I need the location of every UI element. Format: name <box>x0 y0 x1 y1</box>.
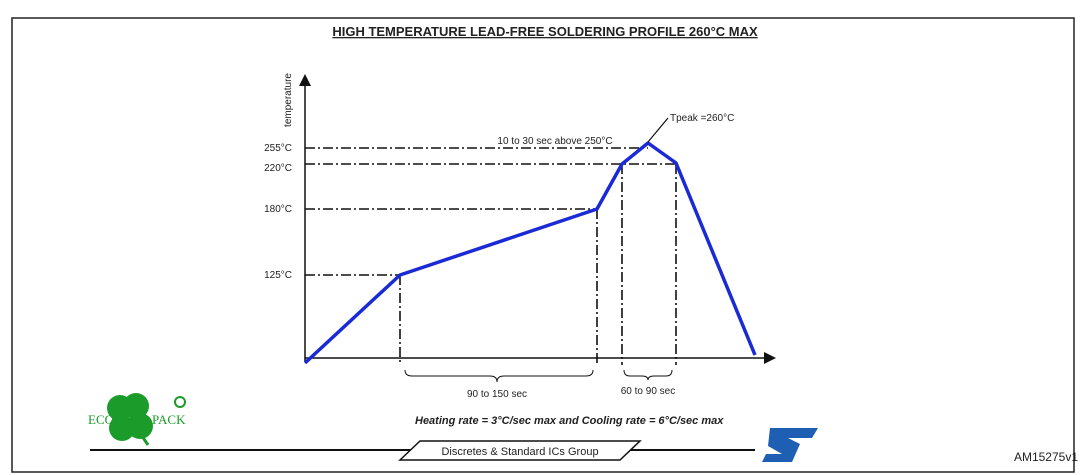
brace <box>624 370 672 380</box>
temp-label: 220°C <box>264 163 292 174</box>
annotation: 10 to 30 sec above 250°C <box>497 136 612 147</box>
temp-label: 255°C <box>264 143 292 154</box>
temp-label: 180°C <box>264 204 292 215</box>
logo-text: ECO <box>88 412 114 427</box>
group: Discretes & Standard ICs Group <box>441 446 598 458</box>
annotation: 90 to 150 sec <box>467 389 527 400</box>
annotation: 60 to 90 sec <box>621 386 675 397</box>
annotation: Tpeak =260°C <box>670 113 734 124</box>
title: HIGH TEMPERATURE LEAD-FREE SOLDERING PRO… <box>332 24 758 39</box>
rates: Heating rate = 3°C/sec max and Cooling r… <box>415 415 724 427</box>
logo-text: PACK <box>152 412 186 427</box>
frame <box>12 18 1074 472</box>
page: HIGH TEMPERATURE LEAD-FREE SOLDERING PRO… <box>0 0 1082 475</box>
temp-label: 125°C <box>264 270 292 281</box>
y-axis-label: temperature <box>283 73 294 127</box>
ecopack-logo: ECO PACK <box>88 393 186 445</box>
figure-code: AM15275v1 <box>1014 450 1078 464</box>
peak-pointer <box>648 118 668 142</box>
st-logo <box>762 428 818 462</box>
guides <box>305 148 676 365</box>
brace <box>405 370 593 382</box>
profile-curve <box>305 143 755 363</box>
